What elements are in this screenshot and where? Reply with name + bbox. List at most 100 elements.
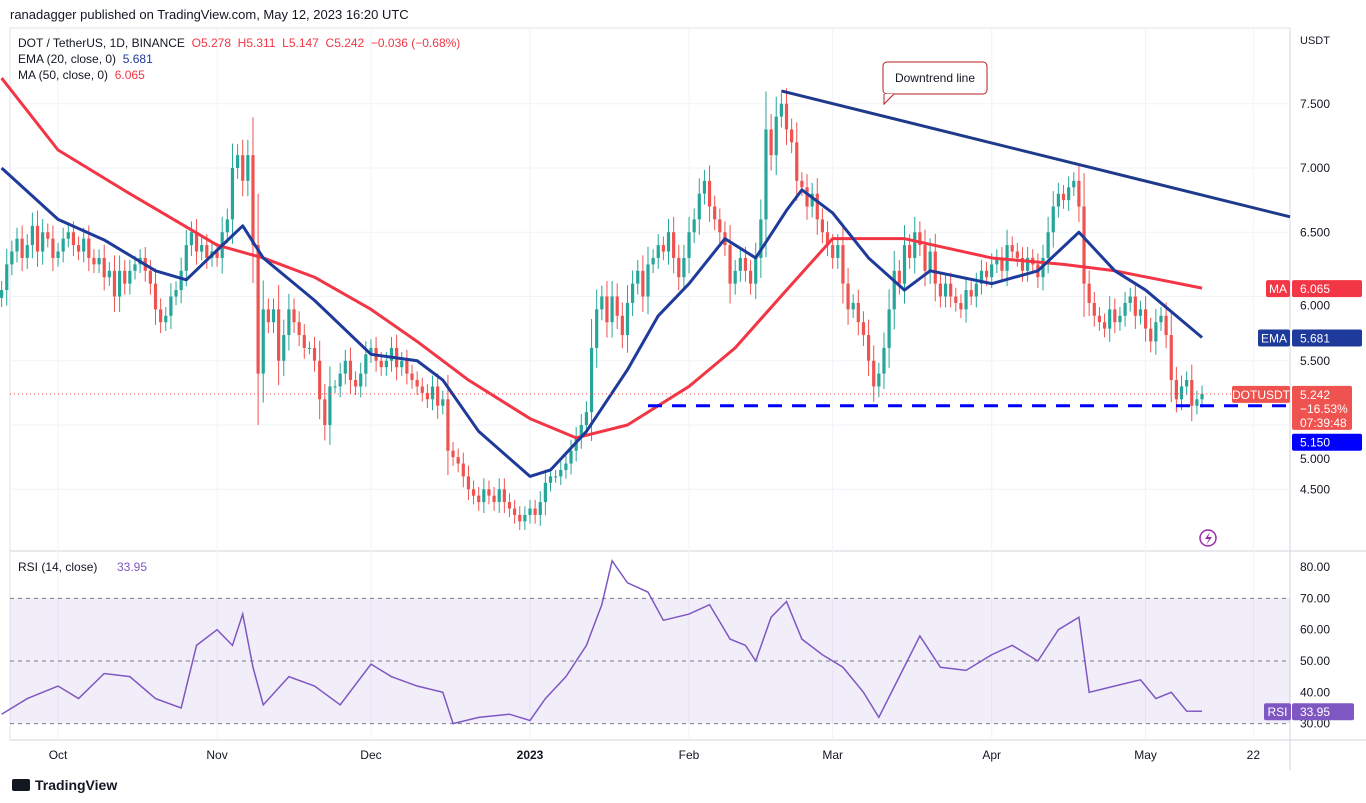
candle-body (533, 508, 537, 515)
candle-body (384, 360, 388, 368)
candle-body (964, 290, 968, 310)
candle-body (112, 270, 117, 297)
candle-body (646, 264, 650, 297)
candle-body (266, 309, 270, 323)
lightning-icon[interactable] (1199, 529, 1217, 547)
candle-body (241, 155, 245, 181)
candle-body (872, 360, 876, 387)
candle-body (846, 283, 850, 310)
candle-body (1149, 328, 1153, 342)
rsi-line (1, 559, 1203, 725)
candle-body (379, 360, 383, 368)
candle-body (348, 360, 353, 381)
candle-body (148, 270, 152, 284)
last-price-badge: 5.242 (1300, 388, 1330, 402)
candle-body (41, 232, 45, 252)
candle-body (15, 238, 19, 252)
candle-body (164, 315, 168, 323)
candle-body (251, 155, 255, 246)
rsi-value-badge-bg (1292, 703, 1354, 721)
candle-body (769, 129, 773, 156)
candle-body (128, 270, 132, 284)
last-price-badge: −16.53% (1300, 402, 1348, 416)
candle-body (928, 251, 932, 271)
candle-body (1159, 315, 1163, 323)
candle-body (1046, 232, 1050, 258)
candle-body (1010, 245, 1014, 252)
candle-body (405, 360, 409, 374)
candle-body (153, 283, 158, 310)
candle-body (523, 514, 527, 522)
annotation-box[interactable] (882, 61, 988, 95)
time-tick-label: Mar (822, 748, 843, 762)
candle-body (1123, 302, 1127, 316)
downtrend-line[interactable] (781, 89, 1291, 219)
time-tick-label: Dec (360, 748, 381, 762)
candle-body (369, 347, 373, 355)
last-price-badge: 07:39:48 (1300, 416, 1347, 430)
candle-body (1097, 315, 1102, 323)
candle-body (282, 335, 286, 361)
candle-body (353, 380, 358, 387)
candle-body (56, 251, 60, 258)
price-tick-label: 6.500 (1300, 225, 1330, 239)
candle-body (35, 225, 40, 252)
rsi-value-badge: 33.95 (1300, 705, 1330, 719)
candle-body (984, 270, 989, 278)
candle-body (815, 193, 819, 220)
price-tick-label: 7.500 (1300, 97, 1330, 111)
candle-body (492, 495, 496, 503)
candle-body (1026, 257, 1030, 271)
candle-body (51, 238, 55, 258)
candle-body (625, 302, 630, 336)
candle-body (46, 232, 50, 239)
candle-body (1082, 206, 1086, 284)
ma-label[interactable]: MA (50, close, 0) (18, 68, 109, 82)
candle-body (682, 257, 686, 278)
symbol-tag: DOTUSDT (1232, 388, 1291, 402)
candle-body (661, 245, 665, 252)
candle-body (359, 373, 363, 387)
symbol-label[interactable]: DOT / TetherUS, 1D, BINANCE (18, 36, 185, 50)
candle-body (1051, 206, 1055, 233)
candle-body (908, 245, 912, 258)
candle-body (733, 270, 737, 284)
candle-body (861, 322, 866, 336)
candle-body (620, 315, 624, 336)
candle-body (538, 502, 542, 515)
ema-value: 5.681 (122, 52, 153, 66)
candle-body (631, 283, 635, 303)
candle-body (820, 219, 825, 233)
ema-tag-bg (1258, 329, 1290, 347)
ma-value: 6.065 (114, 68, 145, 82)
candle-body (615, 296, 619, 316)
brand-text: TradingView (35, 777, 118, 793)
candle-body (738, 257, 742, 271)
ma-price-badge: 6.065 (1300, 282, 1330, 296)
candle-body (1128, 296, 1132, 303)
candle-body (5, 264, 9, 291)
ema-tag: EMA (1261, 331, 1287, 345)
candle-body (974, 283, 978, 297)
candle-body (246, 155, 250, 181)
candle-body (692, 219, 696, 233)
candle-body (487, 489, 491, 496)
support-price-badge: 5.150 (1300, 436, 1330, 450)
candle-body (312, 347, 317, 361)
candle-body (194, 232, 199, 252)
price-tick-label: 6.000 (1300, 299, 1330, 313)
candle-body (1200, 393, 1204, 400)
candle-body (687, 232, 691, 258)
candle-body (979, 270, 984, 284)
ohlc-close: C5.242 (325, 36, 365, 50)
lightning-glyph (1205, 532, 1212, 545)
ma-tag: MA (1269, 282, 1287, 296)
ema-label[interactable]: EMA (20, close, 0) (18, 52, 117, 66)
candle-body (30, 225, 34, 246)
ma50-line (0, 77, 1203, 440)
last-price-badge-bg (1292, 385, 1352, 430)
candle-body (1061, 193, 1066, 201)
rsi-legend-label: RSI (14, close) (18, 560, 97, 574)
candle-body (1113, 309, 1117, 323)
